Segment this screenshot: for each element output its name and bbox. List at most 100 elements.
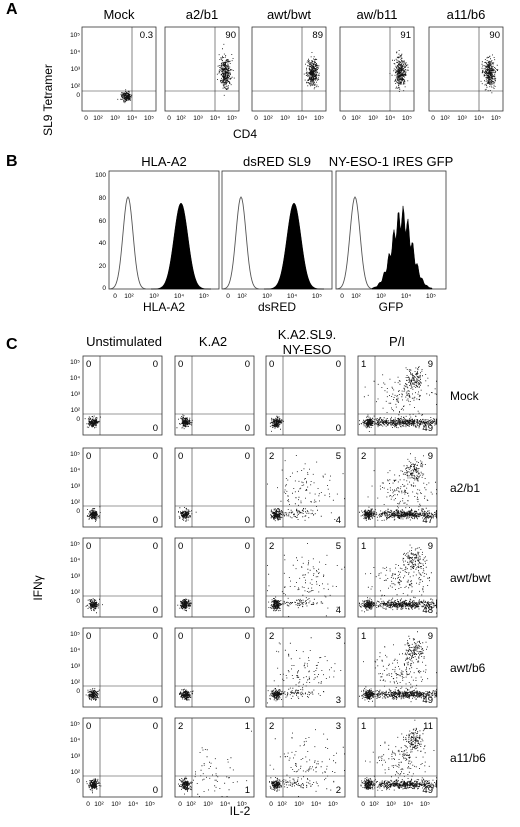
panel-a-plot-frame: [81, 26, 157, 112]
panel-c-quadrant-lr: 48: [422, 605, 433, 616]
panel-c-xtick: 10³: [111, 801, 121, 808]
panel-c-quadrant-ul: 0: [86, 359, 91, 370]
panel-c-il2-band: [360, 777, 437, 791]
panel-a-ytick: 0: [76, 92, 80, 99]
panel-c-plot-frame: [265, 627, 346, 708]
panel-c-cluster: [361, 777, 376, 790]
panel-c-xtick: 10⁵: [328, 801, 338, 808]
panel-c-quadrant-ur: 0: [153, 541, 158, 552]
panel-c-quadrant-ur: 5: [336, 451, 341, 462]
panel-c-scatter-events: [363, 374, 437, 425]
panel-c-ytick: 10⁵: [70, 541, 80, 548]
panel-a-xtick: 10⁴: [385, 115, 395, 122]
panel-c-row-label: Mock: [450, 389, 480, 403]
panel-c-cluster-events: [267, 688, 283, 701]
panel-c-quadrant-ur: 0: [153, 721, 158, 732]
panel-c-plot-frame: [174, 537, 255, 618]
panel-a-ytick: 10⁴: [70, 49, 80, 56]
panel-c-xtick: 0: [86, 801, 90, 808]
panel-c-row-label: awt/bwt: [450, 571, 491, 585]
panel-a-xtick: 10⁴: [127, 115, 137, 122]
panel-c-quadrant-lr: 0: [245, 423, 250, 434]
panel-c-cluster: [176, 414, 193, 430]
panel-c-plot-r1-c1: 0 0 0: [174, 447, 255, 528]
panel-c-quadrant-ul: 0: [86, 631, 91, 642]
panel-c-plot-r0-c2: 0 0 0: [265, 355, 346, 436]
panel-b-plot-2: NY-ESO-1 IRES GFP 0 10² 10³ 10⁴ 10⁵ GFP: [329, 154, 454, 314]
panel-c-cluster-events: [85, 598, 103, 614]
panel-b-plot-frame: [108, 170, 220, 290]
panel-c-ytick: 10²: [71, 769, 81, 776]
panel-c-scatter: [365, 558, 432, 606]
panel-c-plot-frame: [265, 355, 346, 436]
panel-b-plot-title: NY-ESO-1 IRES GFP: [329, 154, 454, 169]
panel-c-quadrant-ul: 0: [178, 451, 183, 462]
panel-a-percent: 90: [225, 30, 236, 41]
panel-a-xtick: 10⁴: [297, 115, 307, 122]
panel-c-ytick: 10³: [71, 573, 81, 580]
panel-c-plot-r3-c1: 0 0 0: [174, 627, 255, 708]
panel-c-double-positive-events: [402, 544, 428, 577]
panel-a-plot-1: a2/b1 90 0 10² 10³ 10⁴ 10⁵: [164, 7, 240, 122]
panel-b-ytick: 60: [99, 218, 107, 225]
panel-c-cluster: [177, 598, 192, 612]
panel-a-percent: 90: [489, 30, 500, 41]
panel-c-ylabel: IFNγ: [31, 575, 45, 600]
panel-c-cluster-events: [269, 415, 284, 432]
panel-a-cluster: [216, 43, 235, 96]
panel-c-scatter-events: [365, 736, 437, 789]
panel-c-il2-band: [274, 778, 319, 789]
panel-c-double-positive: [402, 631, 428, 665]
panel-c-quadrant-ur: 9: [428, 451, 433, 462]
panel-c-quadrant-lr: 0: [336, 423, 341, 434]
panel-c-ytick: 0: [76, 508, 80, 515]
panel-b-xtick: 10³: [149, 293, 159, 300]
panel-a-xtick: 0: [342, 115, 346, 122]
panel-c-cluster: [84, 415, 101, 429]
panel-c-quadrant-ul: 2: [178, 721, 183, 732]
panel-b-plot-1: dsRED SL9 0 10² 10³ 10⁴ 10⁵ dsRED: [221, 154, 333, 314]
panel-c-quadrant-lr: 47: [422, 515, 433, 526]
panel-c-xtick: 10²: [277, 801, 287, 808]
panel-c-ytick: 10²: [71, 589, 81, 596]
panel-c-quadrant-lr: 0: [153, 515, 158, 526]
panel-c-il2-band-events: [359, 507, 437, 521]
panel-c-cluster-events: [178, 507, 197, 522]
panel-c-ytick: 10⁴: [70, 375, 80, 382]
panel-a-plot-frame: [428, 26, 504, 112]
panel-a-cluster-events: [480, 54, 499, 94]
panel-a-xtick: 10⁴: [474, 115, 484, 122]
panel-c-double-positive-events: [398, 453, 426, 487]
panel-c-quadrant-ur: 9: [428, 541, 433, 552]
panel-b-xtick: 10⁴: [174, 293, 184, 300]
panel-a-cluster-events: [216, 43, 235, 96]
panel-a-xtick: 0: [431, 115, 435, 122]
panel-c-quadrant-ur: 9: [428, 631, 433, 642]
panel-c-ytick: 10³: [71, 391, 81, 398]
panel-a-xtick: 10²: [351, 115, 361, 122]
panel-a-xtick: 10⁵: [314, 115, 324, 122]
panel-c-plot-r1-c0: 0 0 0: [82, 447, 163, 528]
panel-c-ytick: 10⁴: [70, 647, 80, 654]
panel-c-ytick: 10⁴: [70, 467, 80, 474]
panel-c-xlabel: IL-2: [230, 804, 251, 818]
panel-a-xtick: 10²: [440, 115, 450, 122]
panel-c-il2-band-events: [274, 778, 319, 789]
panel-c-row-label: a11/b6: [450, 751, 486, 765]
panel-c-xtick: 10³: [294, 801, 304, 808]
panel-b-control-histogram: [336, 196, 374, 290]
panel-c-double-positive: [402, 544, 428, 577]
panel-b-letter: B: [6, 153, 18, 170]
panel-b-xtick: 10⁵: [199, 293, 209, 300]
panel-a-plot-title: awt/bwt: [267, 7, 311, 22]
panel-c-quadrant-ul: 0: [86, 451, 91, 462]
panel-a-plot-title: Mock: [103, 7, 135, 22]
panel-c-column-title: K.A2: [199, 334, 227, 349]
panel-a-ylabel: SL9 Tetramer: [41, 64, 55, 136]
panel-a-plot-frame: [339, 26, 415, 112]
panel-c-plot-r2-c0: 0 0 0: [82, 537, 163, 618]
panel-c-plot-frame: [174, 627, 255, 708]
panel-c-cluster-events: [178, 778, 194, 792]
panel-c-quadrant-ur: 11: [423, 721, 433, 732]
